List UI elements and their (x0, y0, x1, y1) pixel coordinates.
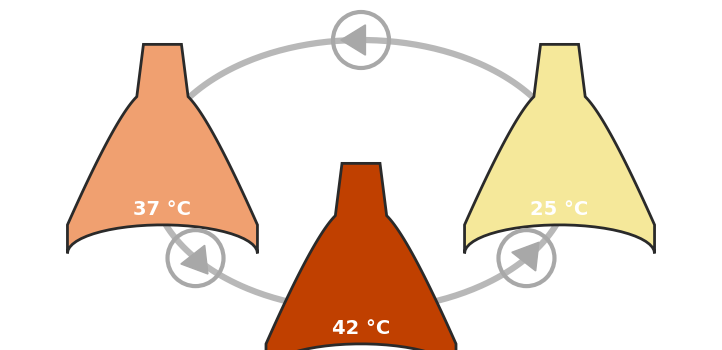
Polygon shape (464, 44, 655, 253)
Text: 37 °C: 37 °C (134, 200, 191, 219)
Text: 42 °C: 42 °C (332, 319, 390, 338)
Polygon shape (266, 163, 456, 350)
Polygon shape (181, 245, 208, 274)
Text: 25 °C: 25 °C (531, 200, 588, 219)
Polygon shape (67, 44, 258, 253)
Polygon shape (341, 25, 365, 55)
Polygon shape (512, 242, 539, 271)
